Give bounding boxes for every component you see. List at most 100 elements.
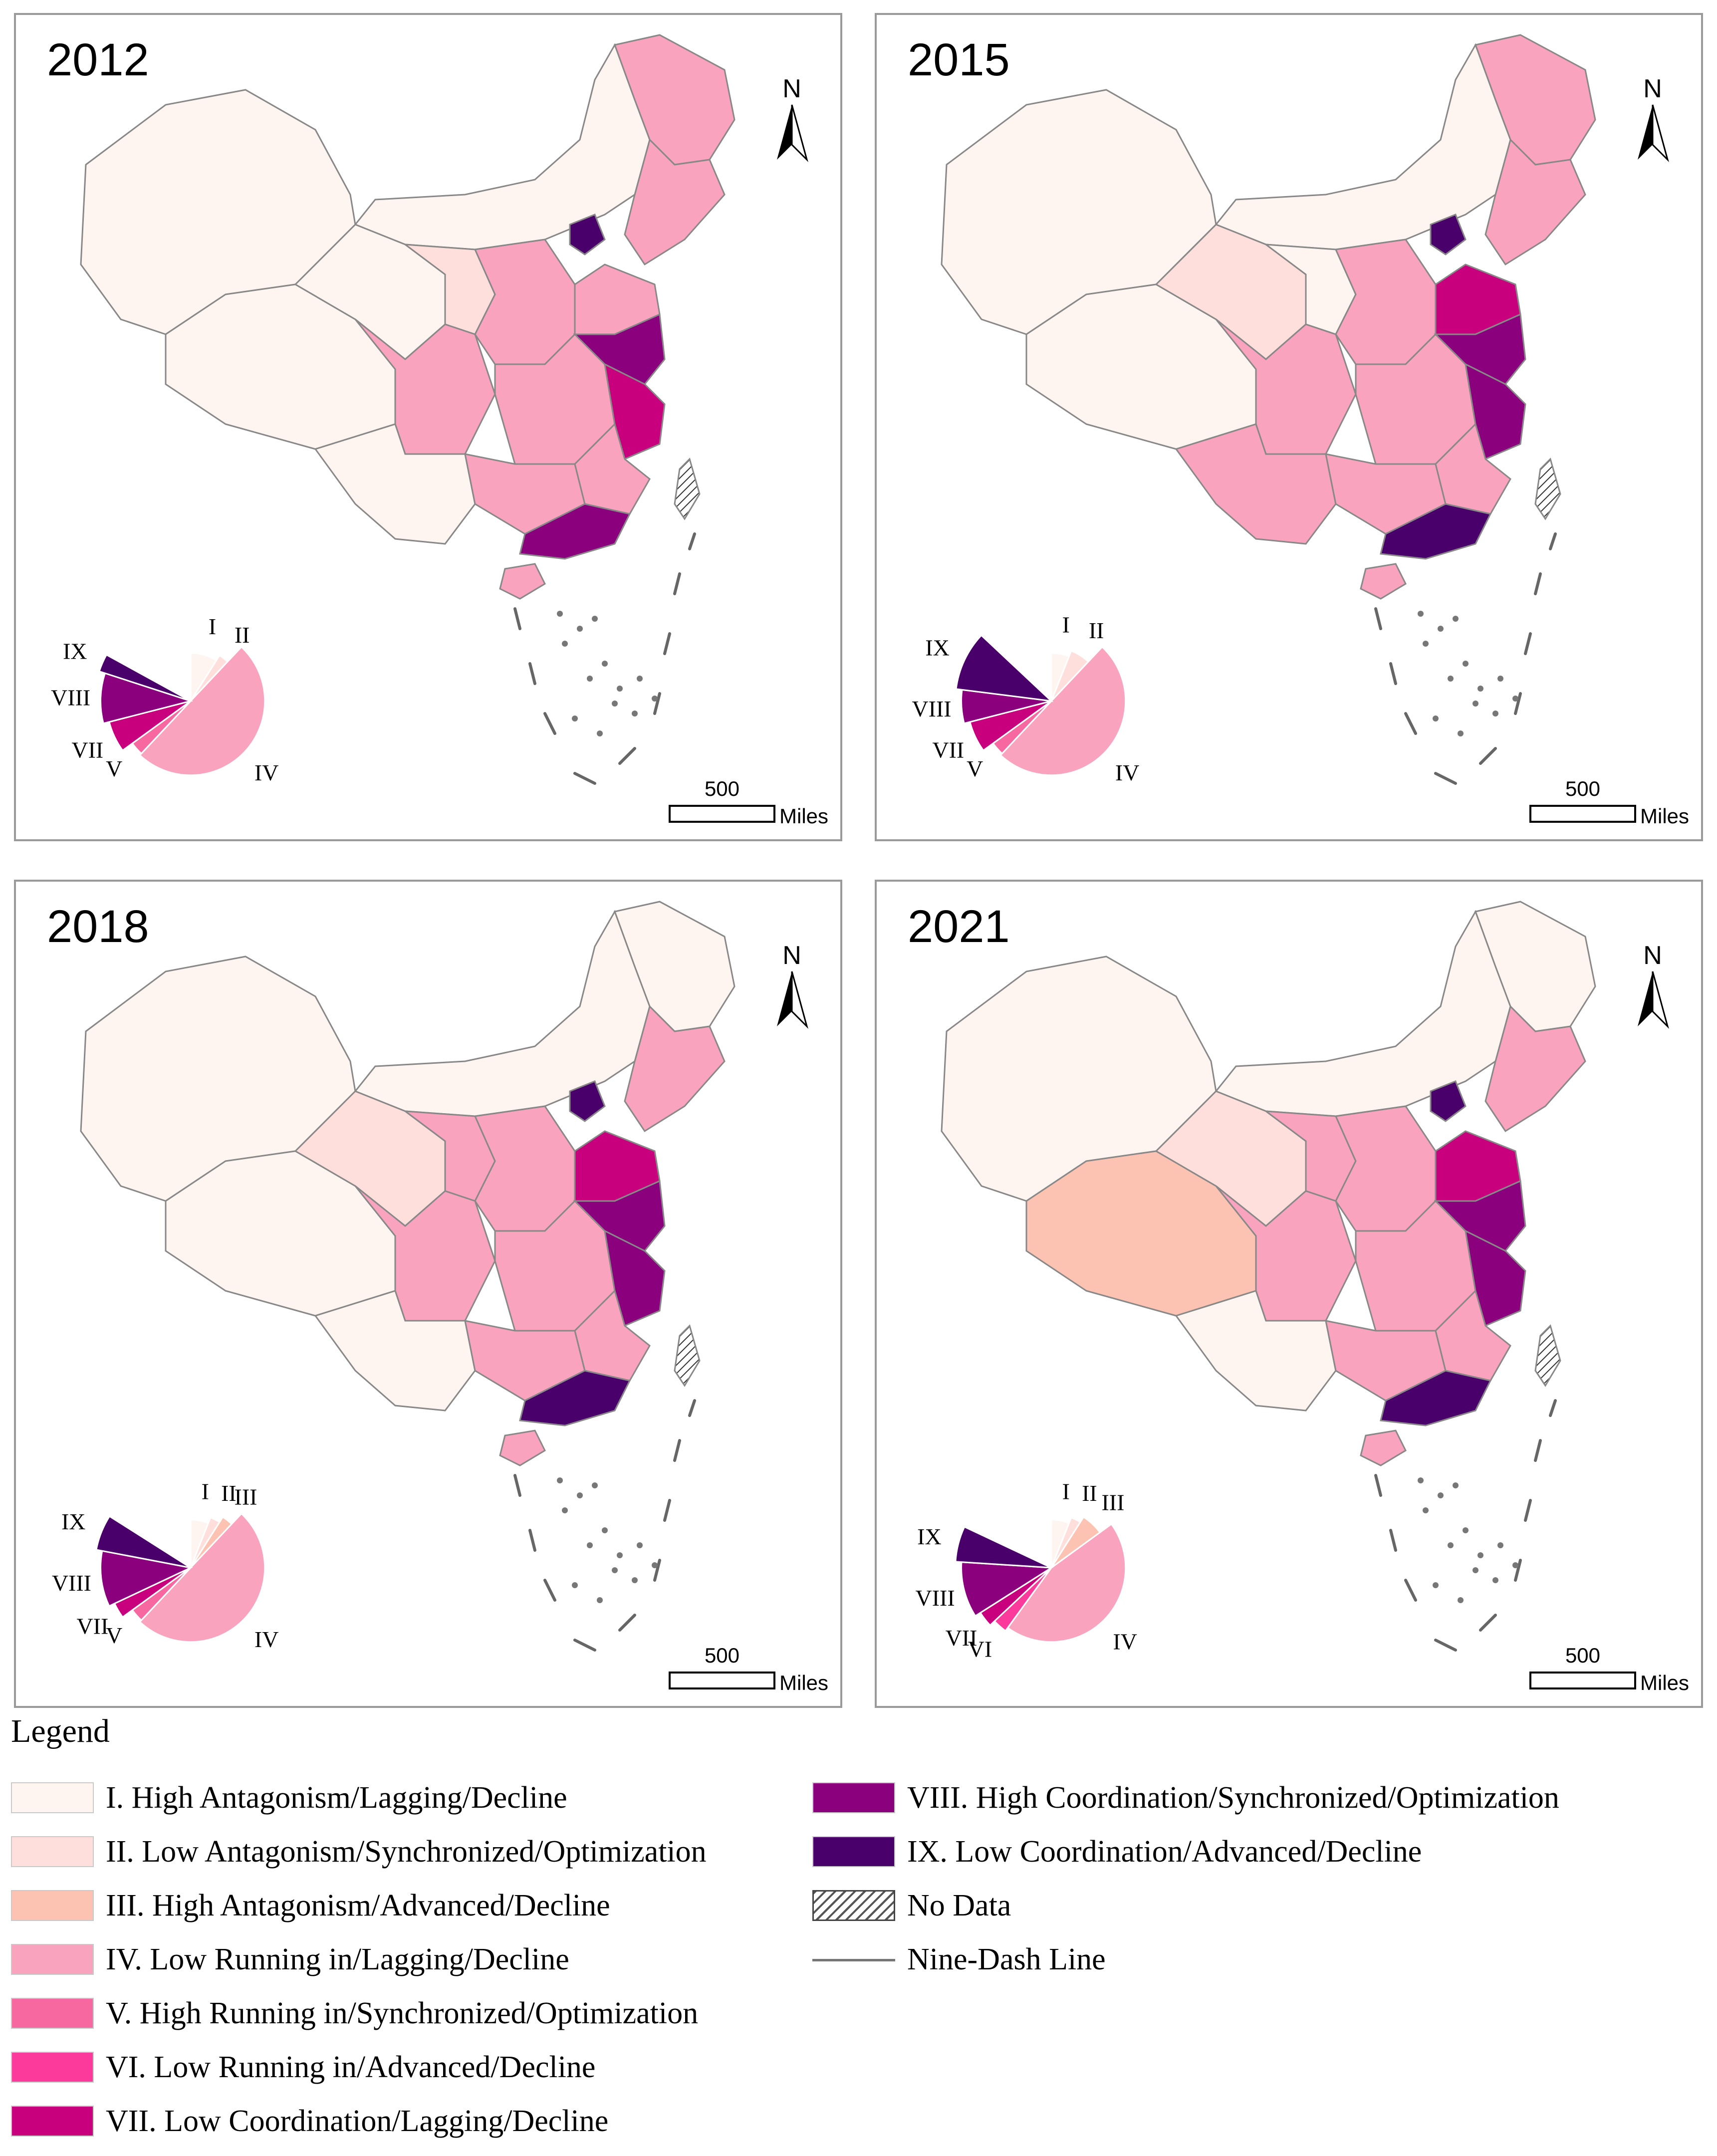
dash-segment [1524,1499,1532,1522]
panel-year: 2021 [908,901,1010,952]
island-dot [617,686,623,692]
legend-item-ii: II. Low Antagonism/Synchronized/Optimiza… [11,1834,707,1869]
north-arrow-icon [1638,104,1669,163]
pie-label: I [209,614,216,639]
island-dot [602,1527,608,1533]
region-taiwan [674,1324,701,1387]
scale-value: 500 [1565,777,1600,800]
island-dot [637,1542,643,1548]
dash-segment [528,1529,536,1552]
island-dot [572,716,578,721]
pie-label: III [1101,1490,1124,1515]
map-regions [941,34,1596,600]
region-beijing [1430,214,1467,255]
region-beijing [569,214,606,255]
island-dot [652,1562,658,1568]
scale-unit: Miles [779,804,828,828]
region-sichuan [1215,318,1357,455]
island-dot [572,1582,578,1588]
island-dot [1453,1482,1459,1488]
pie-label: III [235,1484,257,1510]
legend-item-i: I. High Antagonism/Lagging/Decline [11,1780,567,1815]
legend-label: II. Low Antagonism/Synchronized/Optimiza… [106,1834,707,1869]
dash-segment [673,1439,681,1462]
island-dot [592,1482,598,1488]
north-label: N [782,941,801,970]
dash-segment [528,662,536,685]
pie-label: II [235,622,250,648]
island-dot [1463,1527,1469,1533]
legend-item-iii: III. High Antagonism/Advanced/Decline [11,1888,610,1923]
legend-item-v: V. High Running in/Synchronized/Optimiza… [11,1996,698,2031]
legend-swatch-ix [812,1836,895,1867]
dash-segment [653,1559,661,1582]
dash-segment [1549,532,1557,550]
island-dot [1423,641,1429,647]
pie-label: VIII [915,1585,955,1611]
island-dot [1423,1507,1429,1513]
dash-segment [1434,772,1457,785]
nine-dash-line [513,1399,696,1652]
legend-swatch-i [11,1782,94,1813]
island-dot [1448,1542,1454,1548]
dash-segment [1434,1639,1457,1652]
pie-label: VI [968,1636,992,1662]
pie-label: VII [932,737,964,762]
map-panel-2021: N 500 Miles I II III IV VI VII VIII IX 2021 [875,880,1703,1708]
legend-swatch-vii [11,2106,94,2137]
nine-dash-line [513,532,696,785]
legend-swatch-iv [11,1944,94,1975]
legend-swatch-v [11,1998,94,2029]
map-panel-2018: N 500 Miles I II III IV V VII VIII IX 2018 [14,880,842,1708]
pie-label: V [106,756,122,781]
island-dot [617,1552,623,1558]
island-dot [612,1567,618,1573]
dash-segment [618,1614,636,1632]
nine-dash-line-swatch [812,1944,895,1975]
island-dot [1433,1582,1439,1588]
scale-value: 500 [705,777,739,800]
legend-label: Nine-Dash Line [907,1942,1106,1976]
north-label: N [782,74,801,103]
pie-label: VII [76,1613,108,1639]
legend-item-vi: VI. Low Running in/Advanced/Decline [11,2050,595,2085]
island-dot [1492,1577,1498,1583]
dash-segment [1374,1474,1382,1497]
dash-segment [673,572,681,595]
legend-label: No Data [907,1888,1011,1922]
dash-segment [543,1579,556,1602]
no-data-hatch-swatch [812,1890,895,1921]
island-dot [592,616,598,622]
panel-year: 2018 [47,901,149,952]
pie-label: VIII [52,1570,91,1596]
island-dot [562,1507,568,1513]
island-dot [597,1597,603,1603]
nine-dash-line [1374,532,1557,785]
dash-segment [618,747,636,765]
dash-segment [1534,572,1542,595]
legend-label: IX. Low Coordination/Advanced/Decline [907,1834,1422,1869]
region-guangdong [1380,1370,1492,1427]
island-dot [1448,676,1454,682]
pie-slice-ix [98,654,191,702]
pie-label: IX [63,639,87,664]
legend-label: VI. Low Running in/Advanced/Decline [106,2050,596,2084]
north-arrow-icon [777,104,808,163]
scale-unit: Miles [1640,1671,1689,1694]
region-sichuan [354,318,496,455]
pie-slice-iv [139,646,265,776]
scale-bar [1529,1672,1636,1689]
island-dot [577,626,583,632]
island-dot [557,611,563,617]
island-dot [1418,1477,1424,1483]
region-taiwan [674,458,701,520]
legend-item-nine-dash-line: Nine-Dash Line [812,1942,1106,1977]
region-innermongolia [1215,910,1511,1117]
island-dot [602,661,608,667]
dash-segment [1404,712,1417,735]
island-dot [587,676,593,682]
pie-slice-ix [955,1526,1052,1569]
